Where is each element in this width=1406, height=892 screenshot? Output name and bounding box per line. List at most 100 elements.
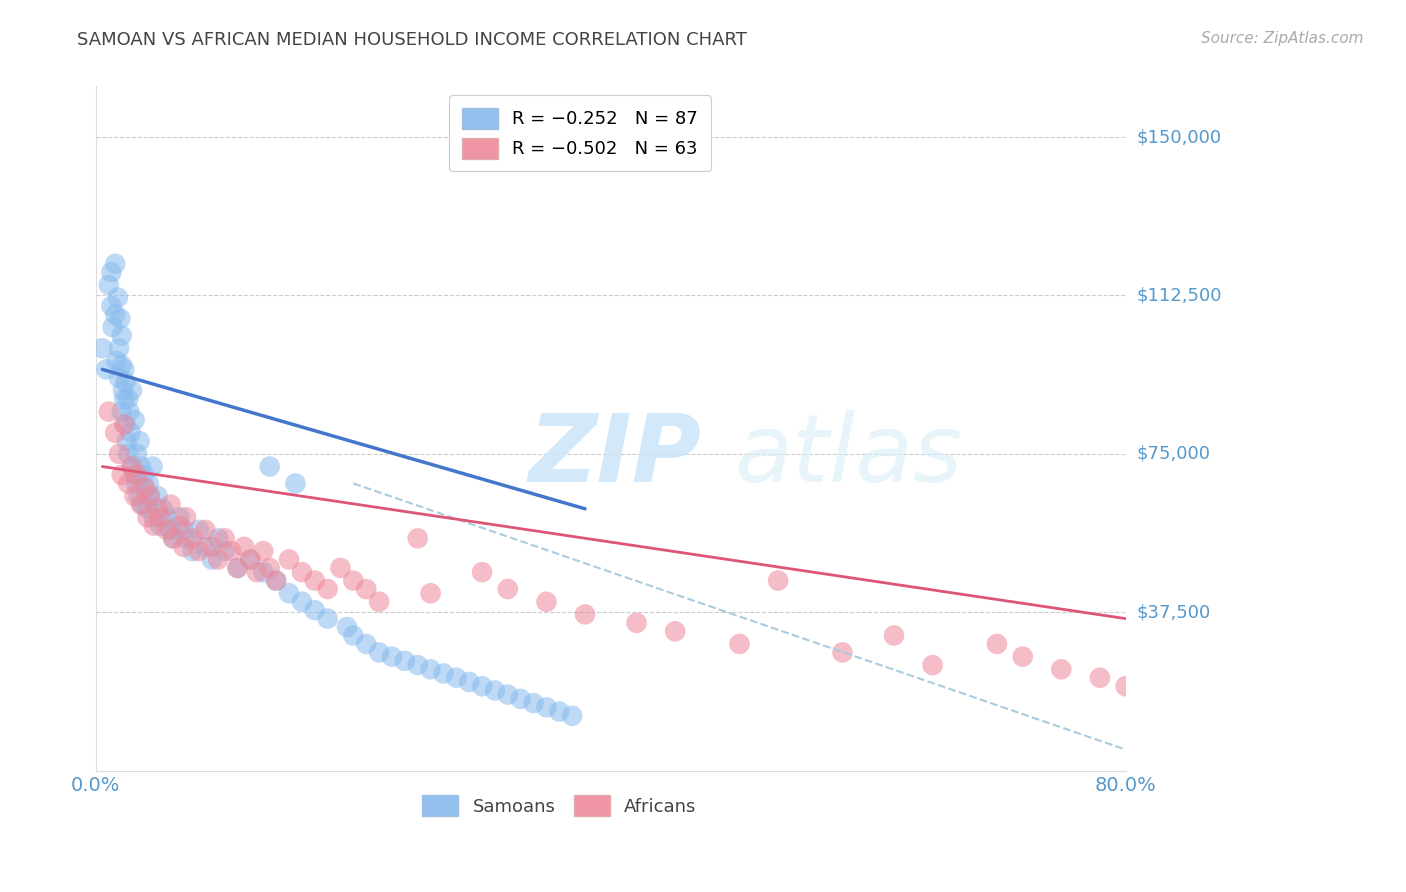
- Text: $112,500: $112,500: [1137, 286, 1222, 304]
- Point: [194, 523, 217, 537]
- Point: [97, 277, 120, 292]
- Point: [91, 341, 114, 355]
- Point: [139, 489, 162, 503]
- Point: [921, 658, 943, 673]
- Point: [329, 561, 352, 575]
- Point: [111, 468, 134, 483]
- Point: [201, 540, 224, 554]
- Text: $150,000: $150,000: [1137, 128, 1222, 146]
- Point: [194, 540, 217, 554]
- Point: [239, 552, 262, 566]
- Text: SAMOAN VS AFRICAN MEDIAN HOUSEHOLD INCOME CORRELATION CHART: SAMOAN VS AFRICAN MEDIAN HOUSEHOLD INCOM…: [77, 31, 747, 49]
- Point: [162, 532, 184, 546]
- Point: [100, 265, 122, 279]
- Point: [522, 696, 544, 710]
- Point: [259, 459, 281, 474]
- Point: [252, 544, 274, 558]
- Point: [174, 532, 197, 546]
- Point: [316, 582, 339, 596]
- Text: Source: ZipAtlas.com: Source: ZipAtlas.com: [1201, 31, 1364, 46]
- Point: [136, 501, 159, 516]
- Point: [104, 257, 127, 271]
- Point: [986, 637, 1008, 651]
- Point: [342, 628, 364, 642]
- Point: [233, 540, 256, 554]
- Point: [172, 523, 194, 537]
- Point: [107, 291, 129, 305]
- Point: [458, 675, 481, 690]
- Point: [207, 532, 229, 546]
- Point: [108, 447, 131, 461]
- Point: [432, 666, 454, 681]
- Point: [124, 489, 146, 503]
- Point: [1088, 671, 1111, 685]
- Point: [381, 649, 404, 664]
- Point: [96, 362, 118, 376]
- Point: [226, 561, 249, 575]
- Point: [316, 612, 339, 626]
- Point: [112, 417, 135, 432]
- Point: [766, 574, 789, 588]
- Point: [121, 459, 143, 474]
- Point: [105, 354, 128, 368]
- Point: [291, 595, 314, 609]
- Point: [336, 620, 359, 634]
- Point: [226, 561, 249, 575]
- Point: [368, 645, 391, 659]
- Point: [174, 510, 197, 524]
- Point: [304, 603, 326, 617]
- Point: [278, 552, 301, 566]
- Point: [354, 582, 377, 596]
- Point: [112, 392, 135, 406]
- Point: [561, 708, 583, 723]
- Point: [187, 523, 209, 537]
- Point: [100, 299, 122, 313]
- Point: [152, 501, 174, 516]
- Point: [142, 518, 165, 533]
- Point: [169, 510, 191, 524]
- Point: [108, 341, 131, 355]
- Point: [159, 498, 181, 512]
- Point: [142, 510, 165, 524]
- Point: [419, 662, 441, 676]
- Point: [111, 384, 134, 398]
- Point: [156, 510, 179, 524]
- Point: [728, 637, 751, 651]
- Point: [127, 468, 149, 483]
- Text: atlas: atlas: [734, 410, 963, 501]
- Point: [883, 628, 905, 642]
- Point: [142, 459, 165, 474]
- Point: [118, 404, 141, 418]
- Point: [471, 679, 494, 693]
- Point: [207, 552, 229, 566]
- Point: [129, 459, 152, 474]
- Point: [259, 561, 281, 575]
- Point: [264, 574, 287, 588]
- Point: [128, 434, 150, 449]
- Point: [121, 459, 143, 474]
- Point: [115, 434, 138, 449]
- Point: [214, 544, 236, 558]
- Point: [187, 544, 209, 558]
- Point: [496, 688, 519, 702]
- Point: [406, 532, 429, 546]
- Point: [172, 540, 194, 554]
- Point: [471, 565, 494, 579]
- Point: [1115, 679, 1137, 693]
- Point: [129, 498, 152, 512]
- Point: [117, 476, 139, 491]
- Point: [548, 705, 571, 719]
- Point: [149, 518, 172, 533]
- Point: [136, 510, 159, 524]
- Point: [156, 523, 179, 537]
- Point: [284, 476, 307, 491]
- Point: [114, 375, 136, 389]
- Point: [125, 476, 148, 491]
- Point: [304, 574, 326, 588]
- Point: [291, 565, 314, 579]
- Point: [1011, 649, 1033, 664]
- Point: [484, 683, 506, 698]
- Point: [111, 404, 134, 418]
- Point: [146, 489, 169, 503]
- Point: [117, 447, 139, 461]
